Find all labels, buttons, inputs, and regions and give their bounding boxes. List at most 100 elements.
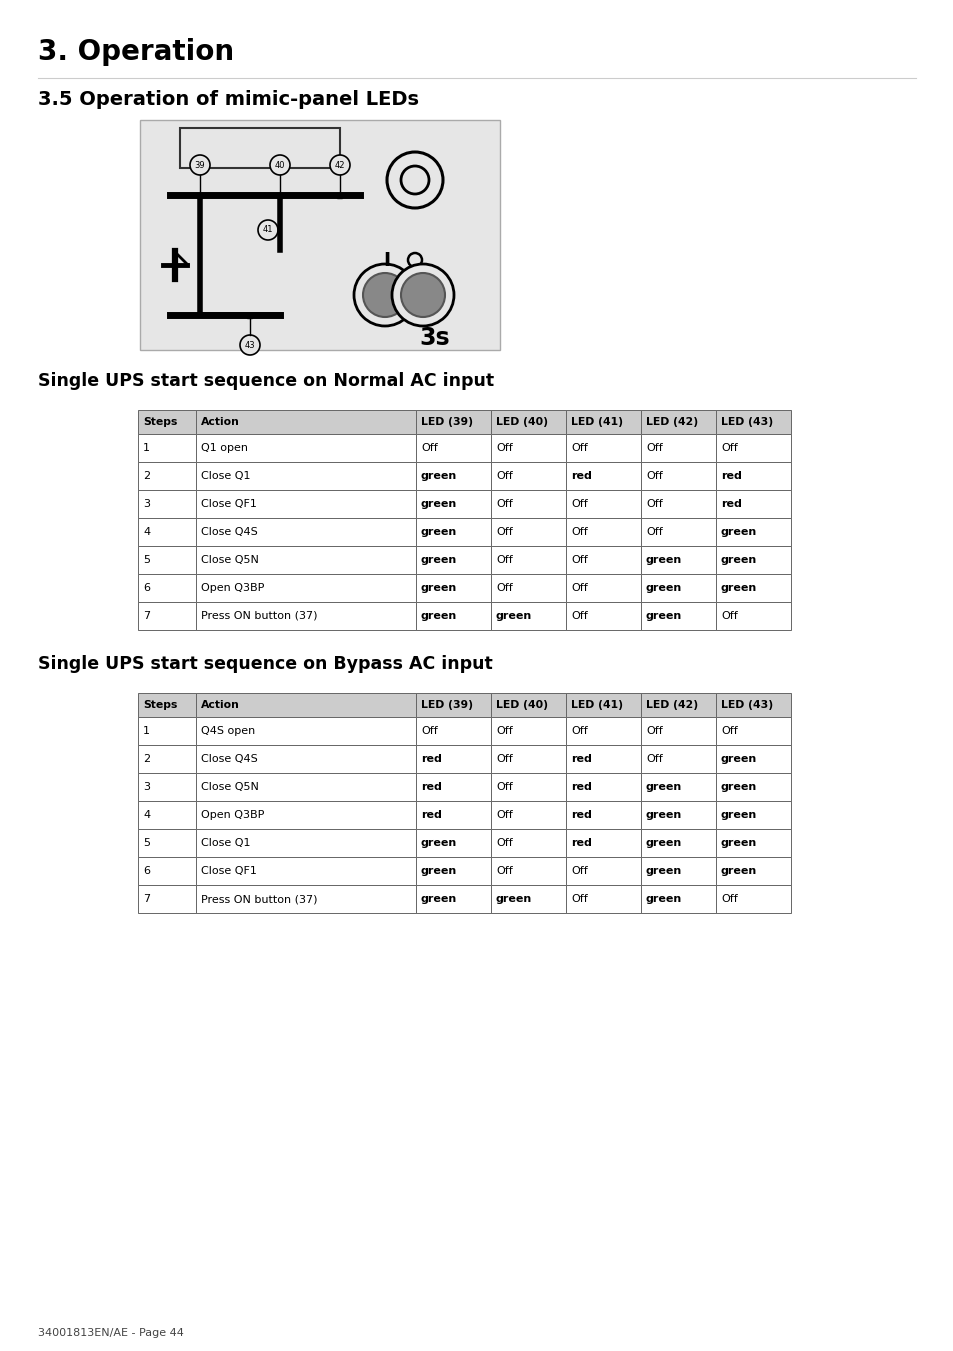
Text: red: red [571, 754, 591, 765]
Text: green: green [420, 894, 456, 904]
Text: 34001813EN/AE - Page 44: 34001813EN/AE - Page 44 [38, 1328, 184, 1337]
Bar [565, 830, 640, 857]
Bar [195, 830, 416, 857]
Bar [138, 857, 195, 885]
Circle shape [354, 263, 416, 326]
Text: Q4S open: Q4S open [201, 725, 255, 736]
Text: Off: Off [496, 866, 512, 875]
Text: Press ON button (37): Press ON button (37) [201, 894, 317, 904]
Text: Off: Off [496, 471, 512, 481]
Bar [716, 409, 790, 434]
Text: 7: 7 [143, 894, 150, 904]
Text: Off: Off [420, 443, 437, 453]
Bar [195, 462, 416, 490]
Text: 6: 6 [143, 866, 150, 875]
Text: Off: Off [571, 725, 587, 736]
Text: green: green [645, 811, 681, 820]
Bar [140, 120, 499, 350]
Text: green: green [720, 811, 757, 820]
Text: green: green [720, 527, 757, 536]
Bar [565, 434, 640, 462]
Text: Off: Off [571, 584, 587, 593]
Text: 7: 7 [143, 611, 150, 621]
Text: LED (43): LED (43) [720, 417, 772, 427]
Bar [491, 830, 565, 857]
Bar [716, 574, 790, 603]
Text: Close Q4S: Close Q4S [201, 754, 257, 765]
Text: 3s: 3s [419, 326, 450, 350]
Bar [716, 517, 790, 546]
Text: Q1 open: Q1 open [201, 443, 248, 453]
Bar [565, 801, 640, 830]
Text: Off: Off [496, 754, 512, 765]
Bar [640, 434, 716, 462]
Text: red: red [571, 782, 591, 792]
Text: red: red [571, 471, 591, 481]
Text: green: green [496, 894, 532, 904]
Text: 2: 2 [143, 471, 150, 481]
Text: 4: 4 [143, 811, 150, 820]
Bar [640, 490, 716, 517]
Text: red: red [571, 838, 591, 848]
Bar [716, 830, 790, 857]
Text: Close Q4S: Close Q4S [201, 527, 257, 536]
Text: red: red [420, 782, 441, 792]
Text: LED (41): LED (41) [571, 417, 622, 427]
Text: red: red [420, 811, 441, 820]
Bar [491, 603, 565, 630]
Text: green: green [420, 866, 456, 875]
Circle shape [190, 155, 210, 176]
Bar [491, 744, 565, 773]
Text: Off: Off [496, 555, 512, 565]
Bar [491, 801, 565, 830]
Bar [138, 462, 195, 490]
Text: 3.5 Operation of mimic-panel LEDs: 3.5 Operation of mimic-panel LEDs [38, 91, 418, 109]
Text: LED (43): LED (43) [720, 700, 772, 711]
Bar [640, 773, 716, 801]
Text: LED (41): LED (41) [571, 700, 622, 711]
Text: red: red [571, 811, 591, 820]
Text: Single UPS start sequence on Bypass AC input: Single UPS start sequence on Bypass AC i… [38, 655, 493, 673]
Bar [138, 830, 195, 857]
Bar [195, 409, 416, 434]
Bar [247, 312, 253, 317]
Bar [138, 885, 195, 913]
Text: Off: Off [645, 754, 662, 765]
Text: green: green [420, 555, 456, 565]
Text: Off: Off [720, 725, 737, 736]
Text: Off: Off [720, 443, 737, 453]
Bar [138, 717, 195, 744]
Bar [195, 693, 416, 717]
Text: Off: Off [571, 894, 587, 904]
Bar [195, 434, 416, 462]
Bar [195, 517, 416, 546]
Text: Close Q5N: Close Q5N [201, 555, 258, 565]
Text: Off: Off [496, 527, 512, 536]
Circle shape [270, 155, 290, 176]
Text: Off: Off [645, 471, 662, 481]
Text: green: green [720, 866, 757, 875]
Circle shape [408, 253, 421, 267]
Text: Off: Off [496, 584, 512, 593]
Circle shape [363, 273, 407, 317]
Text: green: green [420, 527, 456, 536]
Bar [416, 717, 491, 744]
Text: LED (39): LED (39) [420, 700, 473, 711]
Bar [416, 773, 491, 801]
Bar [416, 462, 491, 490]
Bar [491, 717, 565, 744]
Bar [491, 693, 565, 717]
Text: Close Q1: Close Q1 [201, 838, 251, 848]
Bar [138, 546, 195, 574]
Text: green: green [645, 838, 681, 848]
Bar [640, 717, 716, 744]
Text: red: red [720, 499, 741, 509]
Bar [565, 773, 640, 801]
Text: Off: Off [720, 894, 737, 904]
Text: Press ON button (37): Press ON button (37) [201, 611, 317, 621]
Text: green: green [645, 611, 681, 621]
Bar [138, 603, 195, 630]
Bar [565, 744, 640, 773]
Bar [640, 462, 716, 490]
Bar [195, 801, 416, 830]
